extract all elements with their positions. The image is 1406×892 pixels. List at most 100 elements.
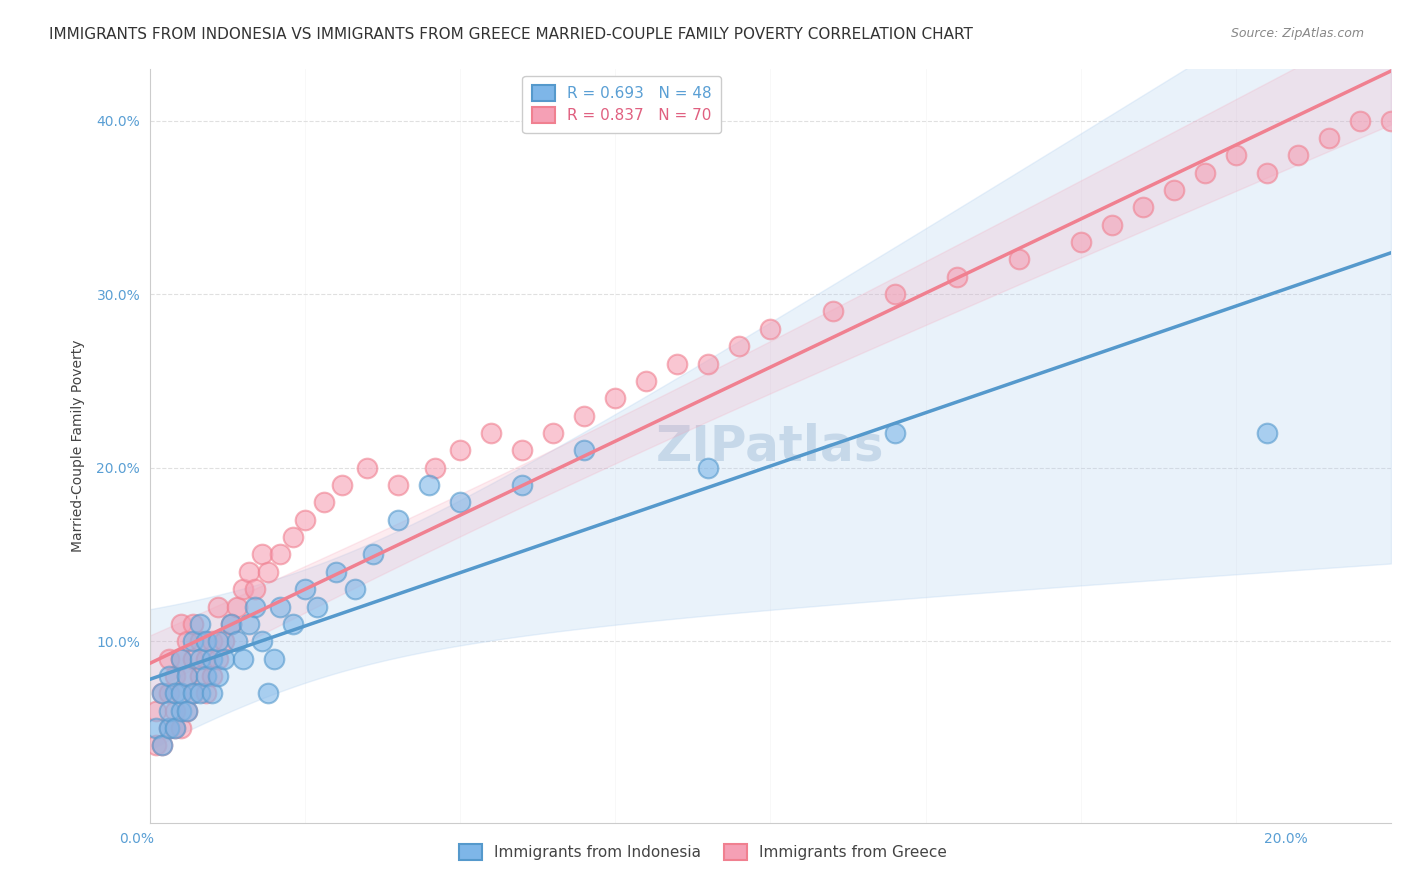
Point [194, 686, 217, 700]
Point [214, 651, 236, 665]
Text: IMMIGRANTS FROM INDONESIA VS IMMIGRANTS FROM GREECE MARRIED-COUPLE FAMILY POVERT: IMMIGRANTS FROM INDONESIA VS IMMIGRANTS … [49, 27, 973, 42]
Point [170, 721, 193, 735]
Point [163, 721, 186, 735]
Point [188, 616, 211, 631]
Point [356, 460, 378, 475]
Point [1070, 235, 1092, 249]
Point [883, 287, 905, 301]
Point [238, 616, 260, 631]
Point [449, 495, 471, 509]
Point [325, 565, 347, 579]
Point [225, 599, 247, 614]
Point [225, 634, 247, 648]
Point [145, 739, 167, 753]
Point [232, 582, 254, 597]
Point [232, 651, 254, 665]
Point [666, 357, 689, 371]
Point [157, 704, 180, 718]
Point [194, 669, 217, 683]
Point [1379, 113, 1402, 128]
Point [214, 634, 236, 648]
Point [188, 669, 211, 683]
Point [883, 425, 905, 440]
Y-axis label: Married-Couple Family Poverty: Married-Couple Family Poverty [72, 340, 86, 552]
Text: 0.0%: 0.0% [120, 832, 155, 846]
Point [157, 686, 180, 700]
Point [183, 634, 205, 648]
Point [250, 548, 273, 562]
Point [207, 669, 229, 683]
Point [170, 704, 193, 718]
Point [245, 582, 267, 597]
Point [163, 721, 186, 735]
Point [194, 634, 217, 648]
Point [201, 634, 224, 648]
Point [294, 513, 316, 527]
Point [201, 686, 224, 700]
Point [728, 339, 751, 353]
Point [543, 425, 565, 440]
Point [207, 634, 229, 648]
Point [257, 686, 280, 700]
Point [263, 651, 285, 665]
Point [1008, 252, 1031, 267]
Legend: R = 0.693   N = 48, R = 0.837   N = 70: R = 0.693 N = 48, R = 0.837 N = 70 [523, 76, 721, 133]
Point [636, 374, 658, 388]
Point [294, 582, 316, 597]
Point [145, 721, 167, 735]
Point [170, 651, 193, 665]
Point [150, 686, 173, 700]
Point [157, 721, 180, 735]
Point [425, 460, 447, 475]
Point [170, 651, 193, 665]
Point [418, 478, 440, 492]
Point [449, 443, 471, 458]
Point [330, 478, 353, 492]
Point [1256, 425, 1278, 440]
Point [157, 721, 180, 735]
Point [145, 704, 167, 718]
Point [245, 599, 267, 614]
Point [510, 443, 533, 458]
Text: Source: ZipAtlas.com: Source: ZipAtlas.com [1230, 27, 1364, 40]
Point [201, 669, 224, 683]
Point [170, 686, 193, 700]
Point [188, 686, 211, 700]
Point [163, 704, 186, 718]
Point [150, 739, 173, 753]
Point [163, 686, 186, 700]
Point [207, 599, 229, 614]
Point [574, 443, 596, 458]
Point [269, 599, 291, 614]
Point [1225, 148, 1247, 162]
Point [238, 565, 260, 579]
Point [170, 686, 193, 700]
Point [1348, 113, 1371, 128]
Point [1101, 218, 1123, 232]
Point [183, 616, 205, 631]
Legend: Immigrants from Indonesia, Immigrants from Greece: Immigrants from Indonesia, Immigrants fr… [453, 838, 953, 866]
Point [219, 616, 242, 631]
Point [307, 599, 329, 614]
Point [821, 304, 844, 318]
Point [170, 616, 193, 631]
Point [201, 651, 224, 665]
Point [183, 651, 205, 665]
Point [759, 322, 782, 336]
Point [1163, 183, 1185, 197]
Point [183, 686, 205, 700]
Point [183, 686, 205, 700]
Point [1286, 148, 1309, 162]
Point [363, 548, 385, 562]
Point [343, 582, 366, 597]
Point [150, 686, 173, 700]
Point [163, 669, 186, 683]
Point [1317, 131, 1340, 145]
Point [257, 565, 280, 579]
Point [194, 651, 217, 665]
Point [1194, 166, 1216, 180]
Point [150, 739, 173, 753]
Point [479, 425, 502, 440]
Point [387, 478, 409, 492]
Point [1132, 200, 1154, 214]
